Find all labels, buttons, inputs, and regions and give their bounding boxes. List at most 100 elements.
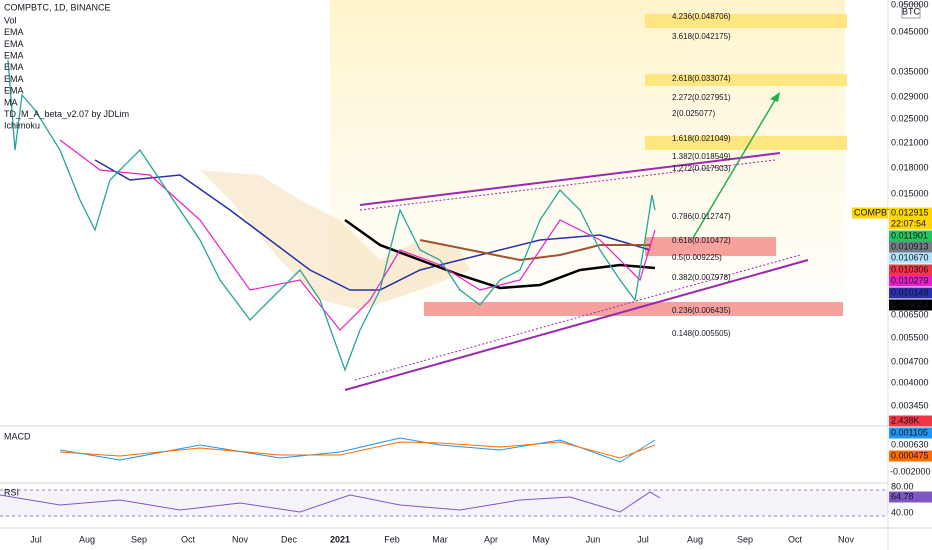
fib-label: 1.618(0.021049) xyxy=(672,134,731,143)
countdown: 22:07:54 xyxy=(891,218,926,228)
fib-label: 0.5(0.009225) xyxy=(672,253,722,262)
macd-badge-bg xyxy=(889,427,932,439)
price-label: 0.006500 xyxy=(891,309,929,319)
price-label: 0.003450 xyxy=(891,400,929,410)
ma-line xyxy=(344,218,656,290)
time-label: Aug xyxy=(79,534,95,544)
time-label: 2021 xyxy=(330,534,350,544)
symbol-price-bg xyxy=(889,207,932,219)
fib-label: 2.272(0.027951) xyxy=(672,93,731,102)
legend-item: TD_M_A_beta_v2.07 by JDLim xyxy=(4,109,129,119)
currency: BTC xyxy=(902,6,921,16)
time-label: Dec xyxy=(281,534,298,544)
time-label: Sep xyxy=(131,534,147,544)
price-label: 0.029000 xyxy=(891,91,929,101)
indicator-badge: 0.010279 xyxy=(891,275,929,285)
time-label: Jun xyxy=(586,534,601,544)
macd-axis: -0.002000 xyxy=(890,466,931,476)
volume-badge-bg xyxy=(889,415,932,427)
symbol-price: 0.012915 xyxy=(891,207,929,217)
time-label: Feb xyxy=(384,534,400,544)
price-label: 0.004000 xyxy=(891,377,929,387)
indicator-badge-bg xyxy=(889,287,932,299)
fib-label: 0.786(0.012747) xyxy=(672,212,731,221)
symbol-name: COMPBTC xyxy=(854,207,900,217)
rsi-title: RSI xyxy=(4,487,19,497)
price-label: 0.021000 xyxy=(891,137,929,147)
macd-badge-bg xyxy=(889,450,932,462)
macd-badge-bg xyxy=(889,439,932,451)
indicator-badge-bg xyxy=(889,299,932,311)
channel-top xyxy=(359,152,781,206)
legend-item: Ichimoku xyxy=(4,121,40,131)
ichimoku-cloud xyxy=(200,170,470,310)
indicator-badge-bg xyxy=(889,264,932,276)
price-label: 0.035000 xyxy=(891,66,929,76)
channel-top-dotted xyxy=(359,159,776,211)
fib-label: 2(0.025077) xyxy=(672,109,715,118)
currency-box xyxy=(901,3,921,19)
time-label: Jul xyxy=(30,534,42,544)
price-label: 0.005500 xyxy=(891,332,929,342)
legend-item: EMA xyxy=(4,62,24,72)
fib-band xyxy=(645,14,847,28)
time-label: Aug xyxy=(687,534,703,544)
legend-item: Vol xyxy=(4,15,17,25)
legend-item: EMA xyxy=(4,27,24,37)
macd-title: MACD xyxy=(4,431,31,441)
price-label: 0.018000 xyxy=(891,162,929,172)
ma-line xyxy=(419,239,650,262)
countdown-bg xyxy=(889,218,932,230)
channel-bottom-dotted xyxy=(354,254,801,381)
legend-item: EMA xyxy=(4,50,24,60)
fib-label: 1.382(0.018549) xyxy=(672,152,731,161)
price-label: 0.050000 xyxy=(891,0,929,9)
indicator-badge-bg xyxy=(889,230,932,242)
fib-label: 4.236(0.048706) xyxy=(672,12,731,21)
legend-item: EMA xyxy=(4,86,24,96)
fib-label: 0.618(0.010472) xyxy=(672,236,731,245)
signal-line xyxy=(59,441,656,459)
price-label: 0.015000 xyxy=(891,188,929,198)
legend-item: MA xyxy=(4,97,18,107)
time-label: Nov xyxy=(838,534,855,544)
legend-item: EMA xyxy=(4,39,24,49)
time-label: Jul xyxy=(637,534,649,544)
channel-bottom xyxy=(344,259,809,391)
rsi-axis: 40.00 xyxy=(891,507,914,517)
rsi-axis: 80.00 xyxy=(891,481,914,491)
resistance-zone xyxy=(645,237,776,256)
rsi-badge-bg xyxy=(889,491,932,503)
ema-line xyxy=(59,139,656,331)
fib-label: 0.148(0.005505) xyxy=(672,329,731,338)
fib-band xyxy=(645,136,847,150)
time-label: Oct xyxy=(788,534,803,544)
volume-badge: 2.438K xyxy=(891,415,920,425)
fib-label: 1.272(0.017503) xyxy=(672,164,731,173)
indicator-badge: 0.010306 xyxy=(891,264,929,274)
indicator-badge: 0.010149 xyxy=(891,287,929,297)
indicator-badge: 0.010913 xyxy=(891,241,929,251)
fib-label: 3.618(0.042175) xyxy=(672,32,731,41)
price-label: 0.004700 xyxy=(891,356,929,366)
indicator-badge-bg xyxy=(889,275,932,287)
price-label: 0.025000 xyxy=(891,113,929,123)
symbol-name-bg xyxy=(852,207,888,219)
ma-line xyxy=(94,159,651,291)
time-label: Oct xyxy=(181,534,196,544)
time-label: Apr xyxy=(484,534,498,544)
indicator-badge-bg xyxy=(889,252,932,264)
symbol-title: COMPBTC, 1D, BINANCE xyxy=(4,2,111,12)
fib-band xyxy=(645,74,847,86)
fib-label: 2.618(0.033074) xyxy=(672,74,731,83)
rsi-badge: 64.78 xyxy=(891,491,914,501)
indicator-badge: 0.011901 xyxy=(891,230,928,240)
time-label: Mar xyxy=(432,534,448,544)
indicator-badge-bg xyxy=(889,241,932,253)
macd-badge: 0.000630 xyxy=(891,439,929,449)
macd-badge: 0.000475 xyxy=(891,450,929,460)
time-label: May xyxy=(532,534,550,544)
indicator-badge: 0.010670 xyxy=(891,252,929,262)
macd-badge: 0.001105 xyxy=(891,427,928,437)
